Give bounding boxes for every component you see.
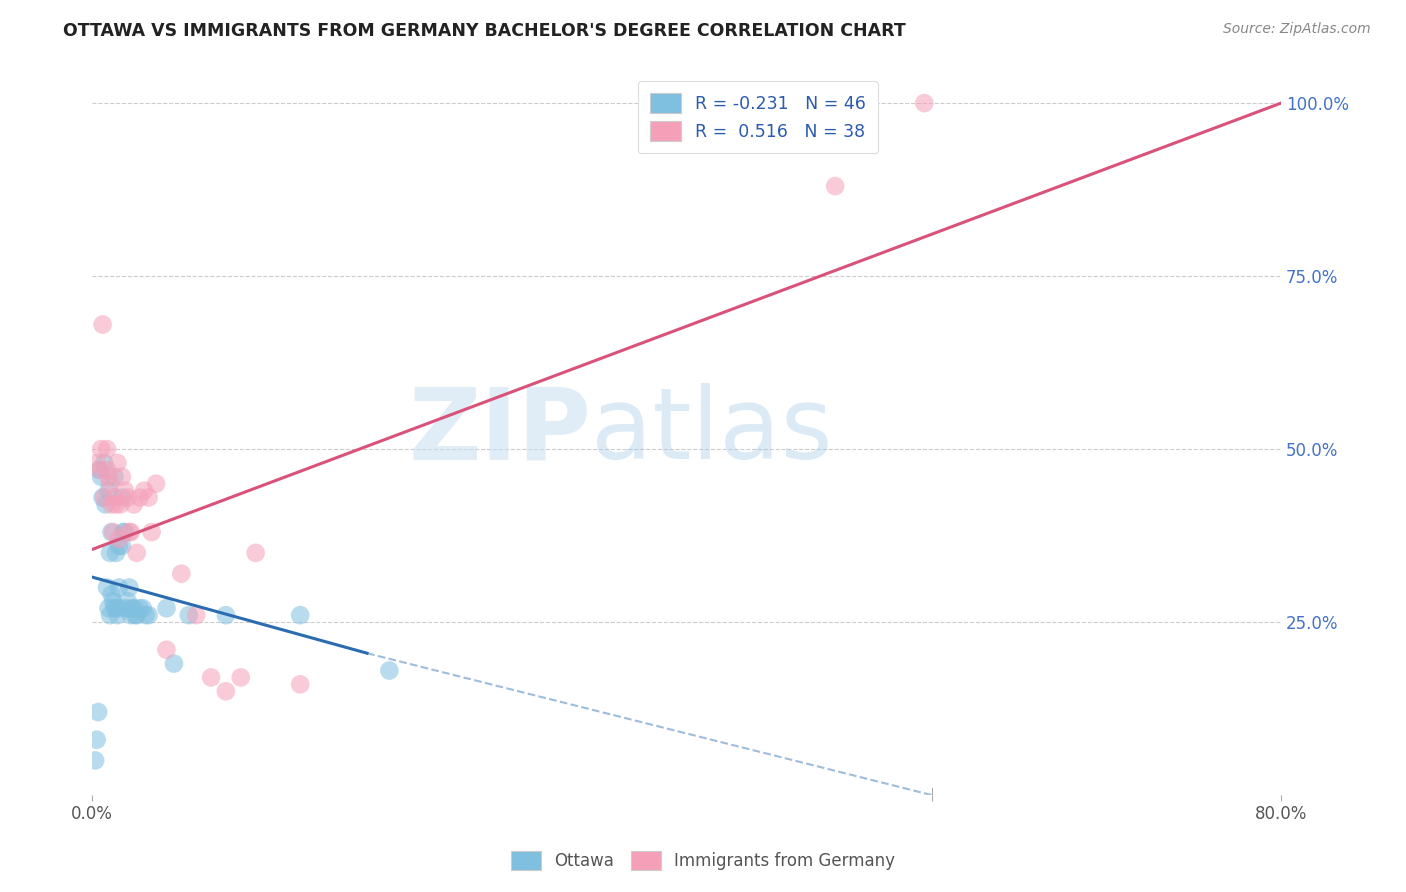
Point	[104, 601, 127, 615]
Point	[112, 525, 135, 540]
Point	[125, 608, 148, 623]
Point	[135, 608, 157, 623]
Point	[290, 677, 312, 691]
Point	[145, 476, 167, 491]
Point	[93, 491, 115, 505]
Point	[96, 463, 118, 477]
Point	[110, 601, 132, 615]
Point	[120, 608, 142, 623]
Point	[98, 608, 121, 623]
Point	[122, 601, 145, 615]
Point	[107, 456, 129, 470]
Point	[378, 664, 401, 678]
Point	[103, 601, 125, 615]
Point	[96, 581, 118, 595]
Point	[107, 608, 129, 623]
Point	[86, 456, 108, 470]
Point	[100, 498, 122, 512]
Point	[98, 546, 121, 560]
Text: Source: ZipAtlas.com: Source: ZipAtlas.com	[1223, 22, 1371, 37]
Point	[103, 469, 125, 483]
Point	[108, 581, 131, 595]
Point	[97, 601, 120, 615]
Point	[120, 525, 142, 540]
Point	[134, 483, 156, 498]
Point	[131, 601, 153, 615]
Text: ZIP: ZIP	[409, 384, 592, 480]
Point	[97, 469, 120, 483]
Point	[90, 442, 112, 456]
Point	[125, 546, 148, 560]
Point	[128, 491, 150, 505]
Point	[90, 469, 112, 483]
Point	[155, 601, 177, 615]
Point	[117, 594, 139, 608]
Point	[124, 608, 146, 623]
Point	[118, 581, 141, 595]
Legend: Ottawa, Immigrants from Germany: Ottawa, Immigrants from Germany	[505, 844, 901, 877]
Point	[118, 525, 141, 540]
Point	[290, 608, 312, 623]
Point	[121, 601, 143, 615]
Point	[141, 525, 163, 540]
Point	[229, 670, 252, 684]
Point	[824, 179, 846, 194]
Point	[111, 469, 134, 483]
Point	[89, 463, 111, 477]
Point	[155, 642, 177, 657]
Point	[114, 483, 136, 498]
Point	[87, 705, 110, 719]
Point	[128, 601, 150, 615]
Point	[114, 525, 136, 540]
Point	[104, 546, 127, 560]
Point	[94, 498, 117, 512]
Point	[108, 532, 131, 546]
Point	[111, 491, 134, 505]
Point	[138, 491, 160, 505]
Point	[163, 657, 186, 671]
Point	[101, 594, 124, 608]
Point	[96, 442, 118, 456]
Point	[104, 498, 127, 512]
Point	[110, 498, 132, 512]
Text: OTTAWA VS IMMIGRANTS FROM GERMANY BACHELOR'S DEGREE CORRELATION CHART: OTTAWA VS IMMIGRANTS FROM GERMANY BACHEL…	[63, 22, 905, 40]
Point	[170, 566, 193, 581]
Point	[122, 498, 145, 512]
Text: atlas: atlas	[592, 384, 834, 480]
Point	[215, 608, 238, 623]
Point	[245, 546, 267, 560]
Point	[215, 684, 238, 698]
Point	[177, 608, 200, 623]
Point	[93, 456, 115, 470]
Point	[186, 608, 208, 623]
Point	[111, 539, 134, 553]
Point	[138, 608, 160, 623]
Point	[97, 483, 120, 498]
Point	[101, 525, 124, 540]
Point	[100, 525, 122, 540]
Point	[89, 463, 111, 477]
Point	[100, 587, 122, 601]
Point	[91, 318, 114, 332]
Point	[91, 491, 114, 505]
Legend: R = -0.231   N = 46, R =  0.516   N = 38: R = -0.231 N = 46, R = 0.516 N = 38	[638, 81, 879, 153]
Point	[98, 476, 121, 491]
Point	[86, 732, 108, 747]
Point	[103, 491, 125, 505]
Point	[200, 670, 222, 684]
Point	[117, 491, 139, 505]
Point	[108, 539, 131, 553]
Point	[115, 601, 138, 615]
Point	[84, 754, 107, 768]
Point	[912, 96, 935, 111]
